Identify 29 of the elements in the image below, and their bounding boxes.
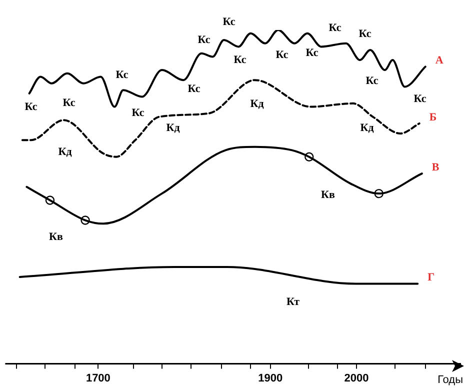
annotation: Кв [321, 188, 336, 201]
x-tick-label: 1700 [86, 372, 110, 384]
annotation: Кс [414, 92, 426, 105]
annotation: Кс [132, 106, 144, 119]
series-label: В [432, 161, 440, 174]
annotation: Кт [286, 296, 300, 308]
annotation: Кс [198, 34, 210, 46]
x-tick-label: 2000 [344, 372, 369, 384]
annotation: Кд [360, 122, 374, 134]
annotation: Кс [366, 74, 378, 87]
annotation: Кс [188, 82, 200, 95]
annotation: Кв [49, 230, 64, 243]
text: Кс [222, 16, 236, 28]
annotation: Кс [116, 68, 128, 81]
annotation: Кс [24, 100, 38, 113]
x-tick-label: 1900 [258, 372, 283, 384]
annotation: Кс [276, 48, 288, 61]
series-label: А [435, 54, 444, 67]
annotation: Кс [234, 54, 246, 66]
annotation: Кд [166, 122, 180, 134]
annotation: Кс [62, 96, 76, 109]
series-label: Б [429, 111, 437, 124]
annotation: Кс [358, 28, 372, 40]
x-axis-title: Годы [438, 374, 464, 386]
annotation: Кд [58, 146, 72, 158]
annotation: Кс [328, 22, 342, 34]
series-label: Г [428, 272, 435, 284]
annotation: Кд [250, 98, 264, 110]
annotation: Кс [306, 46, 318, 59]
